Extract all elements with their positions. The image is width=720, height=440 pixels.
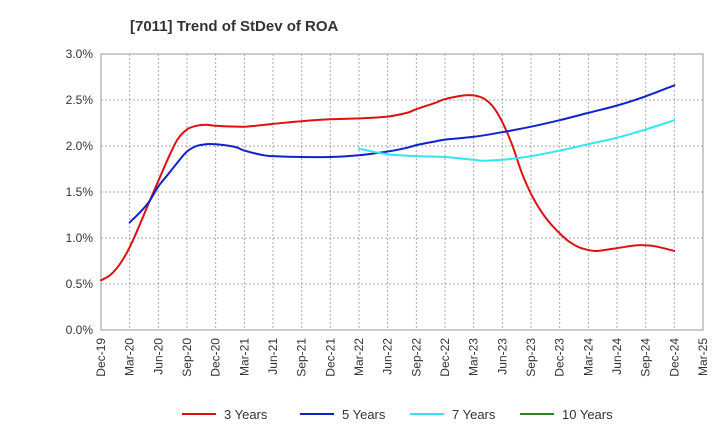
series-line-5-years	[128, 84, 676, 224]
x-tick-label: Mar-25	[696, 338, 710, 376]
x-tick-label: Dec-19	[94, 338, 108, 377]
series-lines	[100, 84, 676, 282]
x-tick-label: Mar-20	[123, 338, 137, 376]
x-tick-label: Mar-22	[352, 338, 366, 376]
y-tick-label: 2.0%	[66, 139, 94, 153]
x-tick-label: Sep-21	[295, 338, 309, 377]
x-tick-label: Dec-20	[209, 338, 223, 377]
x-tick-label: Sep-22	[409, 338, 423, 377]
x-tick-label: Dec-23	[553, 338, 567, 377]
y-axis-ticks: 0.0% 0.5% 1.0% 1.5% 2.0% 2.5% 3.0%	[66, 47, 94, 337]
x-tick-label: Sep-23	[524, 338, 538, 377]
y-tick-label: 3.0%	[66, 47, 94, 61]
x-tick-label: Jun-22	[381, 338, 395, 375]
x-tick-label: Mar-24	[581, 338, 595, 376]
y-tick-label: 0.5%	[66, 277, 94, 291]
legend: 3 Years 5 Years 7 Years 10 Years	[182, 407, 613, 422]
y-tick-label: 2.5%	[66, 93, 94, 107]
x-tick-label: Mar-23	[467, 338, 481, 376]
grid	[101, 54, 703, 330]
series-line-3-years	[100, 93, 676, 282]
x-tick-label: Jun-24	[610, 338, 624, 375]
plot-area	[100, 53, 704, 331]
chart-title: [7011] Trend of StDev of ROA	[130, 18, 339, 35]
x-tick-label: Mar-21	[237, 338, 251, 376]
x-tick-label: Sep-20	[180, 338, 194, 377]
x-tick-label: Dec-22	[438, 338, 452, 377]
legend-label-3-years: 3 Years	[224, 407, 268, 422]
x-tick-label: Jun-20	[151, 338, 165, 375]
x-axis-ticks: Dec-19 Mar-20 Jun-20 Sep-20 Dec-20 Mar-21 Jun-…	[94, 338, 710, 377]
x-tick-label: Jun-21	[266, 338, 280, 375]
x-tick-label: Dec-24	[667, 338, 681, 377]
legend-label-5-years: 5 Years	[342, 407, 386, 422]
series-line-7-years	[358, 119, 676, 162]
y-tick-label: 1.5%	[66, 185, 94, 199]
y-tick-label: 0.0%	[66, 323, 94, 337]
y-tick-label: 1.0%	[66, 231, 94, 245]
x-tick-label: Dec-21	[323, 338, 337, 377]
x-tick-label: Jun-23	[495, 338, 509, 375]
legend-label-7-years: 7 Years	[452, 407, 496, 422]
legend-label-10-years: 10 Years	[562, 407, 613, 422]
x-tick-label: Sep-24	[639, 338, 653, 377]
